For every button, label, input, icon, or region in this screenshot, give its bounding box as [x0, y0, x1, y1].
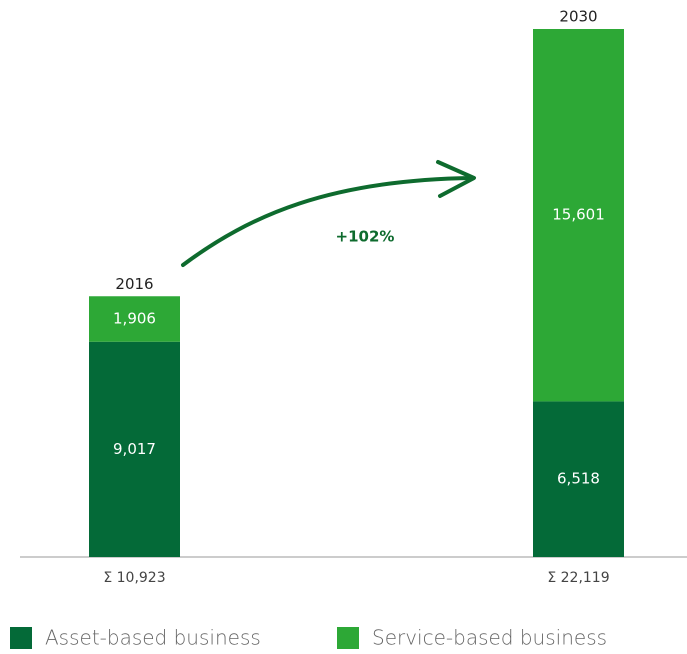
category-label: 2030: [559, 8, 597, 26]
bar-segment: [89, 341, 180, 557]
annotation: +102%: [336, 228, 395, 246]
value-label: 9,017: [113, 440, 156, 458]
value-label: 1,906: [113, 310, 156, 328]
value-label: 15,601: [552, 206, 605, 224]
legend-label: Service-based business: [372, 626, 607, 650]
bar-segment: [533, 29, 624, 402]
value-label: 6,518: [557, 470, 600, 488]
arrow-head: [436, 160, 476, 198]
legend-swatch: [10, 627, 32, 649]
bar-segment: [533, 401, 624, 557]
category-label: 2016: [115, 275, 153, 293]
legend-swatch: [337, 627, 359, 649]
bar-segment: [89, 296, 180, 342]
growth-arrow: [181, 176, 474, 267]
total-label: Σ 10,923: [103, 570, 165, 586]
legend-label: Asset-based business: [45, 626, 261, 650]
total-label: Σ 22,119: [547, 570, 609, 586]
